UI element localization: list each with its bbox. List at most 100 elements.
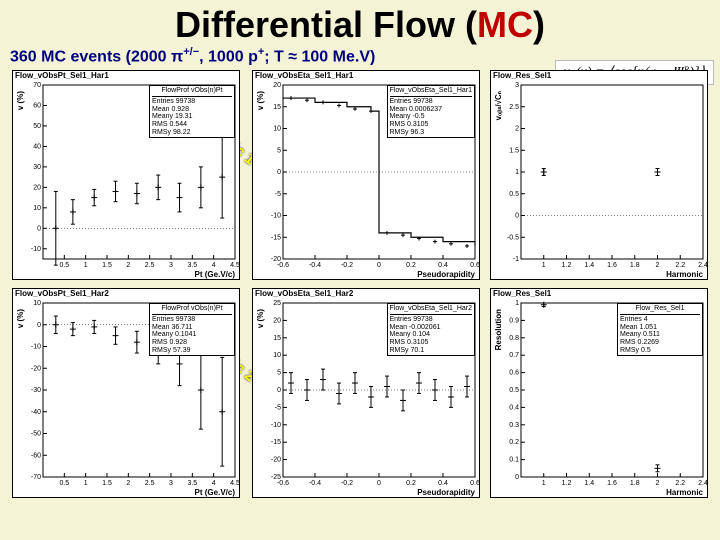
svg-text:0.6: 0.6 xyxy=(470,480,480,487)
svg-text:1.5: 1.5 xyxy=(102,262,112,269)
title-prefix: Differential Flow ( xyxy=(175,4,477,45)
panel-p22: Flow_vObsEta_Sel1_Har2-0.6-0.4-0.200.20.… xyxy=(252,288,480,498)
svg-text:2.2: 2.2 xyxy=(675,262,685,269)
svg-text:1: 1 xyxy=(515,300,519,307)
svg-text:2.4: 2.4 xyxy=(698,480,708,487)
svg-text:15: 15 xyxy=(273,335,281,342)
svg-text:0.8: 0.8 xyxy=(509,335,519,342)
svg-text:0.5: 0.5 xyxy=(59,262,69,269)
svg-text:10: 10 xyxy=(273,353,281,360)
svg-text:1.5: 1.5 xyxy=(509,148,519,155)
svg-text:0: 0 xyxy=(37,322,41,329)
svg-text:4.5: 4.5 xyxy=(230,480,240,487)
svg-text:60: 60 xyxy=(33,103,41,110)
svg-text:10: 10 xyxy=(33,205,41,212)
svg-text:5: 5 xyxy=(277,148,281,155)
svg-text:0.1: 0.1 xyxy=(509,457,519,464)
svg-text:-70: -70 xyxy=(31,474,41,481)
svg-text:0.4: 0.4 xyxy=(438,262,448,269)
svg-text:10: 10 xyxy=(273,126,281,133)
svg-text:-0.6: -0.6 xyxy=(277,262,289,269)
svg-text:20: 20 xyxy=(273,82,281,89)
svg-text:-10: -10 xyxy=(271,213,281,220)
svg-text:1.6: 1.6 xyxy=(607,480,617,487)
svg-text:1: 1 xyxy=(515,169,519,176)
panel-p12: Flow_vObsEta_Sel1_Har1-0.6-0.4-0.200.20.… xyxy=(252,70,480,280)
svg-text:-20: -20 xyxy=(271,457,281,464)
svg-text:0.6: 0.6 xyxy=(470,262,480,269)
svg-text:2.2: 2.2 xyxy=(675,480,685,487)
svg-text:-60: -60 xyxy=(31,453,41,460)
svg-text:-0.4: -0.4 xyxy=(309,480,321,487)
svg-text:20: 20 xyxy=(33,185,41,192)
svg-text:-30: -30 xyxy=(31,387,41,394)
svg-text:-5: -5 xyxy=(275,405,281,412)
svg-text:0.5: 0.5 xyxy=(509,387,519,394)
svg-text:4: 4 xyxy=(212,262,216,269)
svg-text:0.6: 0.6 xyxy=(509,370,519,377)
svg-text:-0.6: -0.6 xyxy=(277,480,289,487)
stat-box: Flow_vObsEta_Sel1_Har1Entries 99738Mean … xyxy=(387,85,476,138)
svg-text:2: 2 xyxy=(515,126,519,133)
svg-text:1.2: 1.2 xyxy=(562,480,572,487)
svg-text:2.5: 2.5 xyxy=(145,480,155,487)
svg-text:-0.4: -0.4 xyxy=(309,262,321,269)
svg-text:-0.2: -0.2 xyxy=(341,262,353,269)
panel-title: Flow_vObsEta_Sel1_Har1 xyxy=(255,71,353,80)
svg-text:0.4: 0.4 xyxy=(438,480,448,487)
svg-text:0.9: 0.9 xyxy=(509,318,519,325)
svg-text:40: 40 xyxy=(33,144,41,151)
svg-text:1.2: 1.2 xyxy=(562,262,572,269)
svg-text:-15: -15 xyxy=(271,235,281,242)
svg-text:0.7: 0.7 xyxy=(509,353,519,360)
stat-box: Flow_Res_Sel1Entries 4Mean 1.051Meany 0.… xyxy=(617,303,703,356)
svg-text:-50: -50 xyxy=(31,431,41,438)
svg-text:0: 0 xyxy=(37,226,41,233)
svg-text:2.5: 2.5 xyxy=(509,104,519,111)
svg-text:30: 30 xyxy=(33,164,41,171)
stat-box: FlowProf vObs(n)PtEntries 99738Mean 0.92… xyxy=(149,85,235,138)
svg-text:-40: -40 xyxy=(31,409,41,416)
panel-title: Flow_vObsPt_Sel1_Har2 xyxy=(15,289,109,298)
svg-text:2.4: 2.4 xyxy=(698,262,708,269)
svg-text:Pt (Ge.V/c): Pt (Ge.V/c) xyxy=(195,488,236,497)
panel-title: Flow_vObsEta_Sel1_Har2 xyxy=(255,289,353,298)
svg-text:0.3: 0.3 xyxy=(509,422,519,429)
svg-text:0.2: 0.2 xyxy=(509,440,519,447)
svg-text:25: 25 xyxy=(273,300,281,307)
svg-text:1.4: 1.4 xyxy=(584,480,594,487)
svg-text:v (%): v (%) xyxy=(256,309,265,328)
svg-text:1.6: 1.6 xyxy=(607,262,617,269)
stat-box: Flow_vObsEta_Sel1_Har2Entries 99738Mean … xyxy=(387,303,476,356)
svg-text:-0.2: -0.2 xyxy=(341,480,353,487)
svg-text:2: 2 xyxy=(656,262,660,269)
svg-text:-10: -10 xyxy=(271,422,281,429)
svg-text:2: 2 xyxy=(656,480,660,487)
chart-grid: Harmonic 1 Harmonic 2 v₁≈0.15 v₁≈0.15 v₂… xyxy=(0,70,720,500)
svg-text:3.5: 3.5 xyxy=(187,262,197,269)
svg-text:1.5: 1.5 xyxy=(102,480,112,487)
svg-text:v (%): v (%) xyxy=(16,309,25,328)
stat-box: FlowProf vObs(n)PtEntries 99738Mean 36.7… xyxy=(149,303,235,356)
svg-text:1: 1 xyxy=(84,262,88,269)
svg-text:-5: -5 xyxy=(275,191,281,198)
svg-text:2: 2 xyxy=(126,480,130,487)
panel-title: Flow_Res_Sel1 xyxy=(493,71,551,80)
svg-text:1.8: 1.8 xyxy=(630,262,640,269)
svg-text:v (%): v (%) xyxy=(16,91,25,110)
svg-text:0.2: 0.2 xyxy=(406,262,416,269)
svg-text:v (%): v (%) xyxy=(256,91,265,110)
svg-text:0.4: 0.4 xyxy=(509,405,519,412)
svg-text:2.5: 2.5 xyxy=(145,262,155,269)
svg-text:1: 1 xyxy=(84,480,88,487)
svg-text:50: 50 xyxy=(33,123,41,130)
svg-text:vₒᵦₛ/√Cₙ: vₒᵦₛ/√Cₙ xyxy=(494,91,503,120)
svg-text:3.5: 3.5 xyxy=(187,480,197,487)
svg-text:3: 3 xyxy=(169,480,173,487)
svg-text:0.5: 0.5 xyxy=(59,480,69,487)
svg-text:4.5: 4.5 xyxy=(230,262,240,269)
title-mc: MC xyxy=(477,4,533,45)
svg-text:0.2: 0.2 xyxy=(406,480,416,487)
svg-text:-1: -1 xyxy=(513,256,519,263)
panel-p13: Flow_Res_Sel111.21.41.61.822.22.4-1-0.50… xyxy=(490,70,708,280)
